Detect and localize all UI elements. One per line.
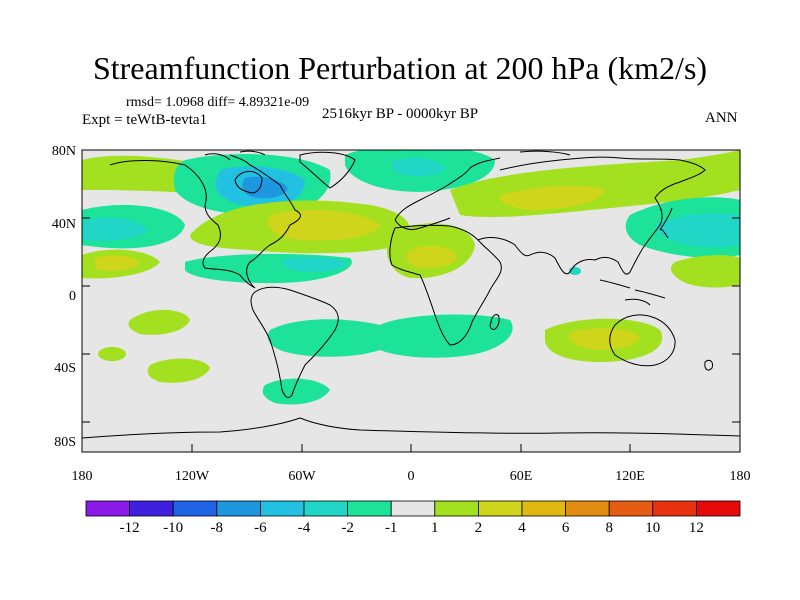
- lon-label-120e: 120E: [615, 469, 645, 484]
- lat-label-80n: 80N: [52, 144, 76, 159]
- colorbar-swatch: [565, 500, 610, 517]
- coast-south-america: [250, 286, 339, 398]
- colorbar-label: 1: [431, 520, 439, 536]
- s-pacific-positive-lower: [147, 358, 210, 383]
- colorbar-swatch: [477, 500, 523, 517]
- experiment-label: Expt = teWtB-tevta1: [82, 112, 208, 128]
- w-pacific-positive-core: [95, 255, 140, 271]
- coastlines: [82, 150, 740, 439]
- coast-arctic-islands: [204, 150, 571, 161]
- colorbar-label: 2: [475, 520, 483, 536]
- colorbar-label: 4: [518, 520, 526, 536]
- coast-europe: [394, 157, 501, 231]
- colorbar-swatch: [608, 500, 654, 517]
- colorbar-swatch: [303, 500, 348, 517]
- lat-label-0: 0: [69, 289, 76, 304]
- lat-ticks: [82, 149, 740, 423]
- coast-antarctica: [82, 417, 740, 439]
- period-label: 2516kyr BP - 0000kyr BP: [322, 106, 479, 122]
- colorbar-label: -8: [211, 520, 224, 536]
- eurasia-positive-core: [499, 185, 605, 210]
- colorbar-swatch: [696, 500, 741, 517]
- colorbar-swatch: [390, 500, 436, 517]
- subtropical-atlantic-core: [268, 209, 380, 241]
- colorbar: [85, 500, 741, 517]
- s-indian-positive-core: [568, 328, 640, 350]
- colorbar-label: -12: [120, 520, 140, 536]
- coast-north-america: [109, 154, 301, 289]
- lat-label-80s: 80S: [54, 435, 76, 450]
- colorbar-label: 12: [689, 520, 704, 536]
- colorbar-label: -4: [298, 520, 311, 536]
- page-title: Streamfunction Perturbation at 200 hPa (…: [92, 50, 708, 86]
- africa-positive-core: [406, 245, 458, 268]
- coast-se-asia: [599, 279, 666, 306]
- s-atlantic-negative: [267, 314, 513, 358]
- s-pacific-positive: [128, 309, 190, 335]
- lat-label-40n: 40N: [52, 217, 76, 232]
- lon-label-60w: 60W: [288, 469, 316, 484]
- lon-label-60e: 60E: [510, 469, 533, 484]
- colorbar-swatch: [216, 500, 261, 517]
- colorbar-label: -1: [385, 520, 398, 536]
- coast-greenland: [299, 151, 356, 189]
- greenland-negative-core: [392, 157, 445, 177]
- colorbar-swatch: [172, 500, 218, 517]
- coast-australia: [609, 314, 676, 367]
- coast-hudson-bay: [234, 171, 263, 194]
- east-pacific-negative-core: [82, 217, 148, 241]
- colorbar-swatch: [652, 500, 697, 517]
- lon-ticks: [81, 444, 741, 452]
- coast-asia: [477, 156, 706, 275]
- colorbar-swatch: [259, 500, 305, 517]
- coast-japan: [659, 207, 673, 239]
- colorbar-label: -10: [163, 520, 183, 536]
- colorbar-swatch: [434, 500, 479, 517]
- stats-text: rmsd= 1.0968 diff= 4.89321e-09: [126, 95, 310, 110]
- colorbar-label: -2: [341, 520, 354, 536]
- lat-label-40s: 40S: [54, 361, 76, 376]
- colorbar-label: 8: [605, 520, 613, 536]
- colorbar-swatch: [129, 500, 174, 517]
- tropical-atlantic-negative-core: [282, 256, 348, 273]
- colorbar-label: 10: [645, 520, 660, 536]
- season-label: ANN: [705, 110, 738, 126]
- sw-pacific-positive-small: [98, 347, 126, 361]
- coast-africa: [389, 224, 502, 346]
- north-pacific-negative-core: [656, 213, 740, 248]
- colorbar-label: 6: [562, 520, 570, 536]
- colorbar-label: -6: [254, 520, 267, 536]
- colorbar-swatch: [347, 500, 392, 517]
- coast-madagascar: [489, 314, 500, 330]
- anomaly-fields: [82, 150, 740, 405]
- e-pacific-positive: [670, 255, 740, 288]
- lon-label-0: 0: [408, 469, 415, 484]
- colorbar-swatch: [521, 500, 566, 517]
- lon-label-180e: 180: [730, 469, 751, 484]
- drake-negative: [262, 378, 330, 405]
- coast-new-zealand: [704, 359, 713, 371]
- colorbar-swatch: [85, 500, 130, 517]
- lon-label-120w: 120W: [175, 469, 210, 484]
- lon-label-180w: 180: [72, 469, 93, 484]
- colorbar-labels: -12 -10 -8 -6 -4 -2 -1 1 2 4 6 8 10 12: [120, 520, 704, 536]
